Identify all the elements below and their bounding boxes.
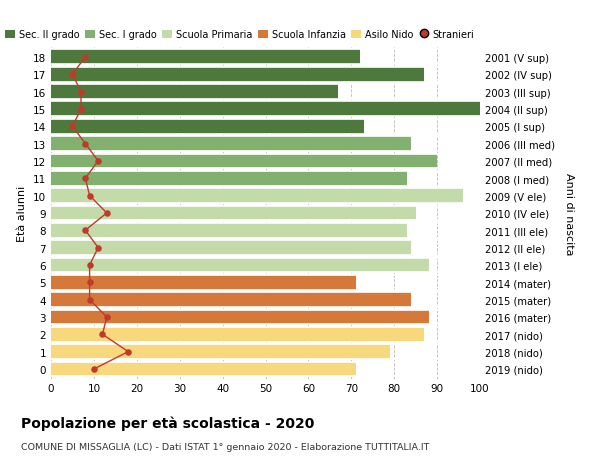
Bar <box>51 50 360 65</box>
Point <box>89 365 99 373</box>
Text: Popolazione per età scolastica - 2020: Popolazione per età scolastica - 2020 <box>21 415 314 430</box>
Bar <box>51 102 480 117</box>
Bar <box>51 172 407 186</box>
Point <box>102 210 112 217</box>
Bar <box>51 292 412 308</box>
Bar <box>51 362 356 376</box>
Bar <box>51 258 428 273</box>
Bar <box>51 345 390 359</box>
Bar <box>51 241 412 255</box>
Y-axis label: Età alunni: Età alunni <box>17 185 28 241</box>
Bar <box>51 275 356 290</box>
Bar <box>51 206 416 221</box>
Bar <box>51 189 463 203</box>
Bar <box>51 310 428 325</box>
Bar <box>51 67 424 82</box>
Point <box>68 71 77 78</box>
Point <box>124 348 133 356</box>
Point <box>94 244 103 252</box>
Point <box>80 54 90 62</box>
Bar <box>51 137 412 151</box>
Point <box>98 331 107 338</box>
Point <box>68 123 77 131</box>
Bar <box>51 119 364 134</box>
Point <box>102 313 112 321</box>
Point <box>80 227 90 235</box>
Point <box>85 262 94 269</box>
Point <box>76 106 86 113</box>
Text: COMUNE DI MISSAGLIA (LC) - Dati ISTAT 1° gennaio 2020 - Elaborazione TUTTITALIA.: COMUNE DI MISSAGLIA (LC) - Dati ISTAT 1°… <box>21 442 430 451</box>
Point <box>80 140 90 148</box>
Point <box>76 89 86 96</box>
Point <box>80 175 90 183</box>
Legend: Sec. II grado, Sec. I grado, Scuola Primaria, Scuola Infanzia, Asilo Nido, Stran: Sec. II grado, Sec. I grado, Scuola Prim… <box>5 30 475 40</box>
Bar <box>51 224 407 238</box>
Point <box>94 158 103 165</box>
Bar <box>51 85 338 100</box>
Bar <box>51 327 424 342</box>
Bar <box>51 154 437 169</box>
Point <box>85 296 94 303</box>
Point <box>85 192 94 200</box>
Y-axis label: Anni di nascita: Anni di nascita <box>565 172 574 255</box>
Point <box>85 279 94 286</box>
